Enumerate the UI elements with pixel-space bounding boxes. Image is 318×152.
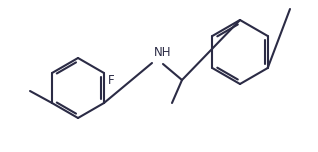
Text: F: F: [108, 74, 114, 88]
Text: NH: NH: [154, 46, 171, 59]
